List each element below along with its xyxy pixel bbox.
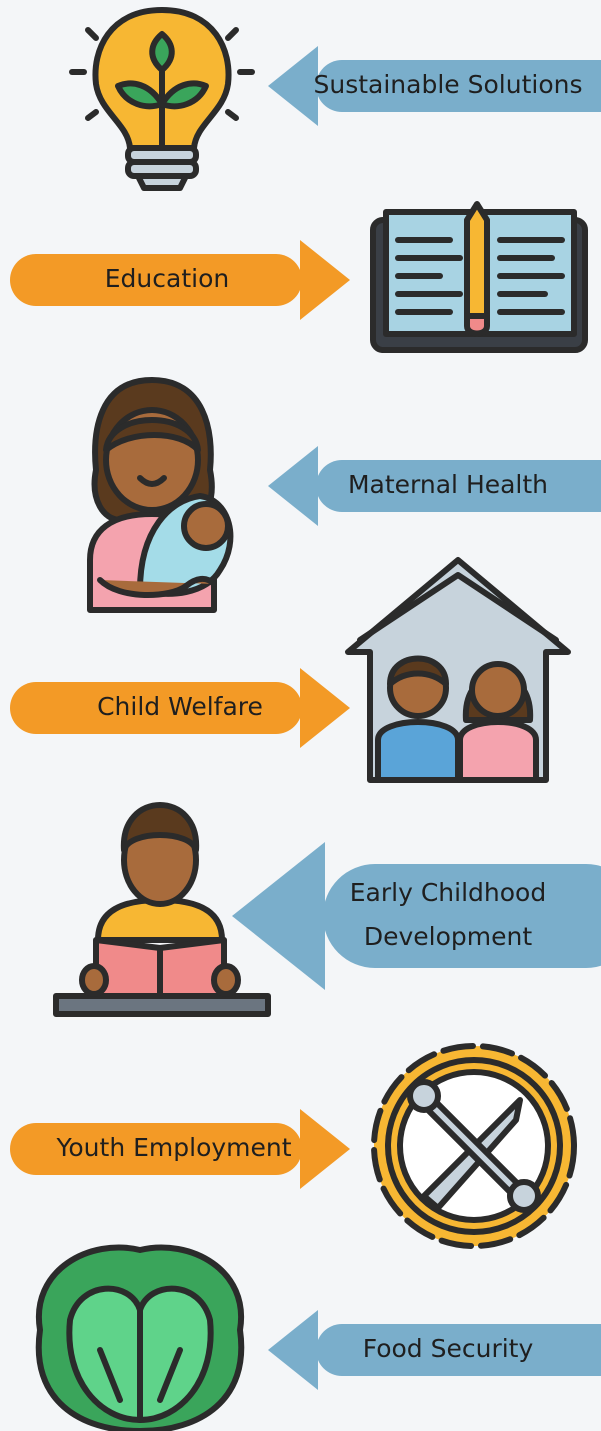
arrow-label: Early Childhood: [350, 878, 546, 907]
arrow-label: Child Welfare: [97, 692, 263, 721]
arrow-label: Food Security: [363, 1334, 534, 1363]
book-icon: [373, 204, 585, 350]
arrow-label: Maternal Health: [348, 470, 548, 499]
arrow-label: Youth Employment: [55, 1133, 291, 1162]
arrow-label: Sustainable Solutions: [314, 70, 583, 99]
gear-icon: [374, 1046, 574, 1246]
arrow-label: Development: [364, 922, 532, 951]
infographic: Sustainable Solutions Education Maternal H…: [0, 0, 601, 1431]
cabbage-icon: [39, 1248, 242, 1431]
arrow-label: Education: [105, 264, 229, 293]
